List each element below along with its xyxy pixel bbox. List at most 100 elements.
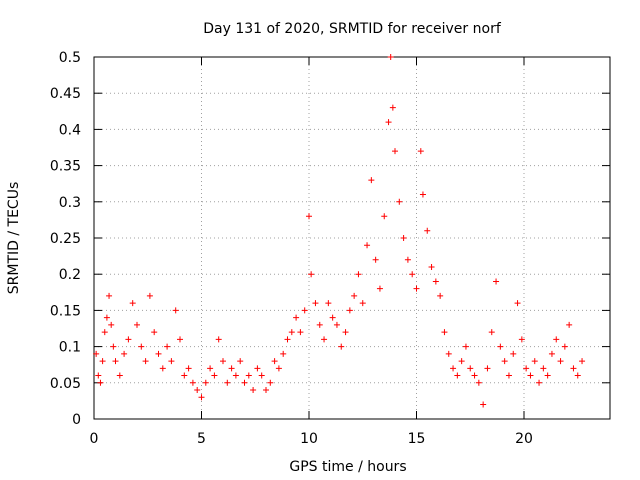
data-point-marker bbox=[505, 372, 512, 379]
data-point-marker bbox=[351, 292, 358, 299]
data-point-marker bbox=[510, 350, 517, 357]
data-point-marker bbox=[103, 314, 110, 321]
data-point-marker bbox=[250, 387, 257, 394]
data-point-marker bbox=[557, 358, 564, 365]
x-tick-label: 5 bbox=[197, 431, 206, 447]
data-point-marker bbox=[536, 379, 543, 386]
data-point-marker bbox=[441, 329, 448, 336]
data-point-marker bbox=[121, 350, 128, 357]
data-point-marker bbox=[437, 292, 444, 299]
y-tick-label: 0 bbox=[72, 412, 81, 428]
data-point-marker bbox=[129, 300, 136, 307]
data-points bbox=[93, 54, 586, 408]
data-point-marker bbox=[579, 358, 586, 365]
data-point-marker bbox=[413, 285, 420, 292]
data-point-marker bbox=[540, 365, 547, 372]
data-point-marker bbox=[280, 350, 287, 357]
x-tick-label: 15 bbox=[408, 431, 426, 447]
data-point-marker bbox=[297, 329, 304, 336]
data-point-marker bbox=[454, 372, 461, 379]
data-point-marker bbox=[527, 372, 534, 379]
grid-lines bbox=[94, 57, 610, 419]
data-point-marker bbox=[134, 321, 140, 328]
data-point-marker bbox=[125, 336, 132, 343]
plot-frame bbox=[93, 56, 611, 420]
data-point-marker bbox=[172, 307, 179, 314]
data-point-marker bbox=[228, 365, 235, 372]
data-point-marker bbox=[364, 242, 371, 249]
data-point-marker bbox=[308, 271, 315, 278]
data-point-marker bbox=[224, 379, 231, 386]
data-point-marker bbox=[207, 365, 214, 372]
data-point-marker bbox=[458, 358, 465, 365]
data-point-marker bbox=[355, 271, 362, 278]
data-point-marker bbox=[381, 213, 388, 220]
data-point-marker bbox=[138, 343, 145, 350]
y-tick-label: 0.5 bbox=[59, 50, 81, 66]
data-point-marker bbox=[531, 358, 538, 365]
data-point-marker bbox=[110, 343, 117, 350]
data-point-marker bbox=[288, 329, 295, 336]
data-point-marker bbox=[376, 285, 383, 292]
y-tick-label: 0.45 bbox=[50, 86, 81, 102]
axis-ticks: 0 0.05 0.1 0.15 0.2 0.25 0.3 0.35 0.4 0.45 0.5 0 5 10… bbox=[50, 50, 610, 447]
data-point-marker bbox=[215, 336, 222, 343]
data-point-marker bbox=[480, 401, 487, 408]
data-point-marker bbox=[385, 119, 392, 126]
data-point-marker bbox=[93, 350, 100, 357]
data-point-marker bbox=[181, 372, 188, 379]
data-point-marker bbox=[493, 278, 500, 285]
data-point-marker bbox=[400, 235, 407, 241]
data-point-marker bbox=[97, 379, 104, 386]
data-point-marker bbox=[417, 148, 424, 155]
data-point-marker bbox=[424, 227, 431, 234]
data-point-marker bbox=[151, 329, 158, 336]
data-point-marker bbox=[306, 213, 312, 220]
data-point-marker bbox=[177, 336, 183, 343]
data-point-marker bbox=[108, 321, 115, 328]
data-point-marker bbox=[263, 387, 269, 394]
data-point-marker bbox=[471, 372, 478, 379]
data-point-marker bbox=[329, 314, 336, 321]
data-point-marker bbox=[241, 379, 248, 386]
data-point-marker bbox=[211, 372, 218, 379]
data-point-marker bbox=[404, 256, 411, 263]
data-point-marker bbox=[428, 263, 435, 270]
data-point-marker bbox=[321, 336, 328, 343]
data-point-marker bbox=[389, 104, 396, 111]
data-point-marker bbox=[445, 350, 452, 357]
data-point-marker bbox=[333, 321, 340, 328]
data-point-marker bbox=[396, 198, 403, 205]
data-point-marker bbox=[497, 343, 504, 350]
data-point-marker bbox=[387, 54, 394, 60]
y-tick-label: 0.35 bbox=[50, 159, 81, 175]
data-point-marker bbox=[462, 343, 469, 350]
data-point-marker bbox=[155, 350, 162, 357]
data-point-marker bbox=[475, 379, 482, 386]
data-point-marker bbox=[514, 300, 521, 307]
data-point-marker bbox=[488, 329, 495, 336]
x-tick-label: 0 bbox=[90, 431, 99, 447]
data-point-marker bbox=[189, 379, 196, 386]
data-point-marker bbox=[275, 365, 282, 372]
y-tick-label: 0.15 bbox=[50, 303, 81, 319]
data-point-marker bbox=[501, 358, 508, 365]
y-tick-label: 0.05 bbox=[50, 376, 81, 392]
data-point-marker bbox=[544, 372, 551, 379]
data-point-marker bbox=[267, 379, 274, 386]
data-point-marker bbox=[359, 300, 366, 307]
data-point-marker bbox=[301, 307, 308, 314]
y-tick-label: 0.2 bbox=[59, 267, 81, 283]
data-point-marker bbox=[561, 343, 568, 350]
y-tick-label: 0.1 bbox=[59, 340, 81, 356]
y-tick-label: 0.4 bbox=[59, 122, 81, 138]
data-point-marker bbox=[101, 329, 108, 336]
data-point-marker bbox=[112, 358, 119, 365]
data-point-marker bbox=[548, 350, 555, 357]
data-point-marker bbox=[570, 365, 577, 372]
data-point-marker bbox=[271, 358, 278, 365]
y-axis-label: SRMTID / TECUs bbox=[6, 182, 22, 295]
data-point-marker bbox=[116, 372, 123, 379]
x-axis-label: GPS time / hours bbox=[289, 459, 406, 475]
